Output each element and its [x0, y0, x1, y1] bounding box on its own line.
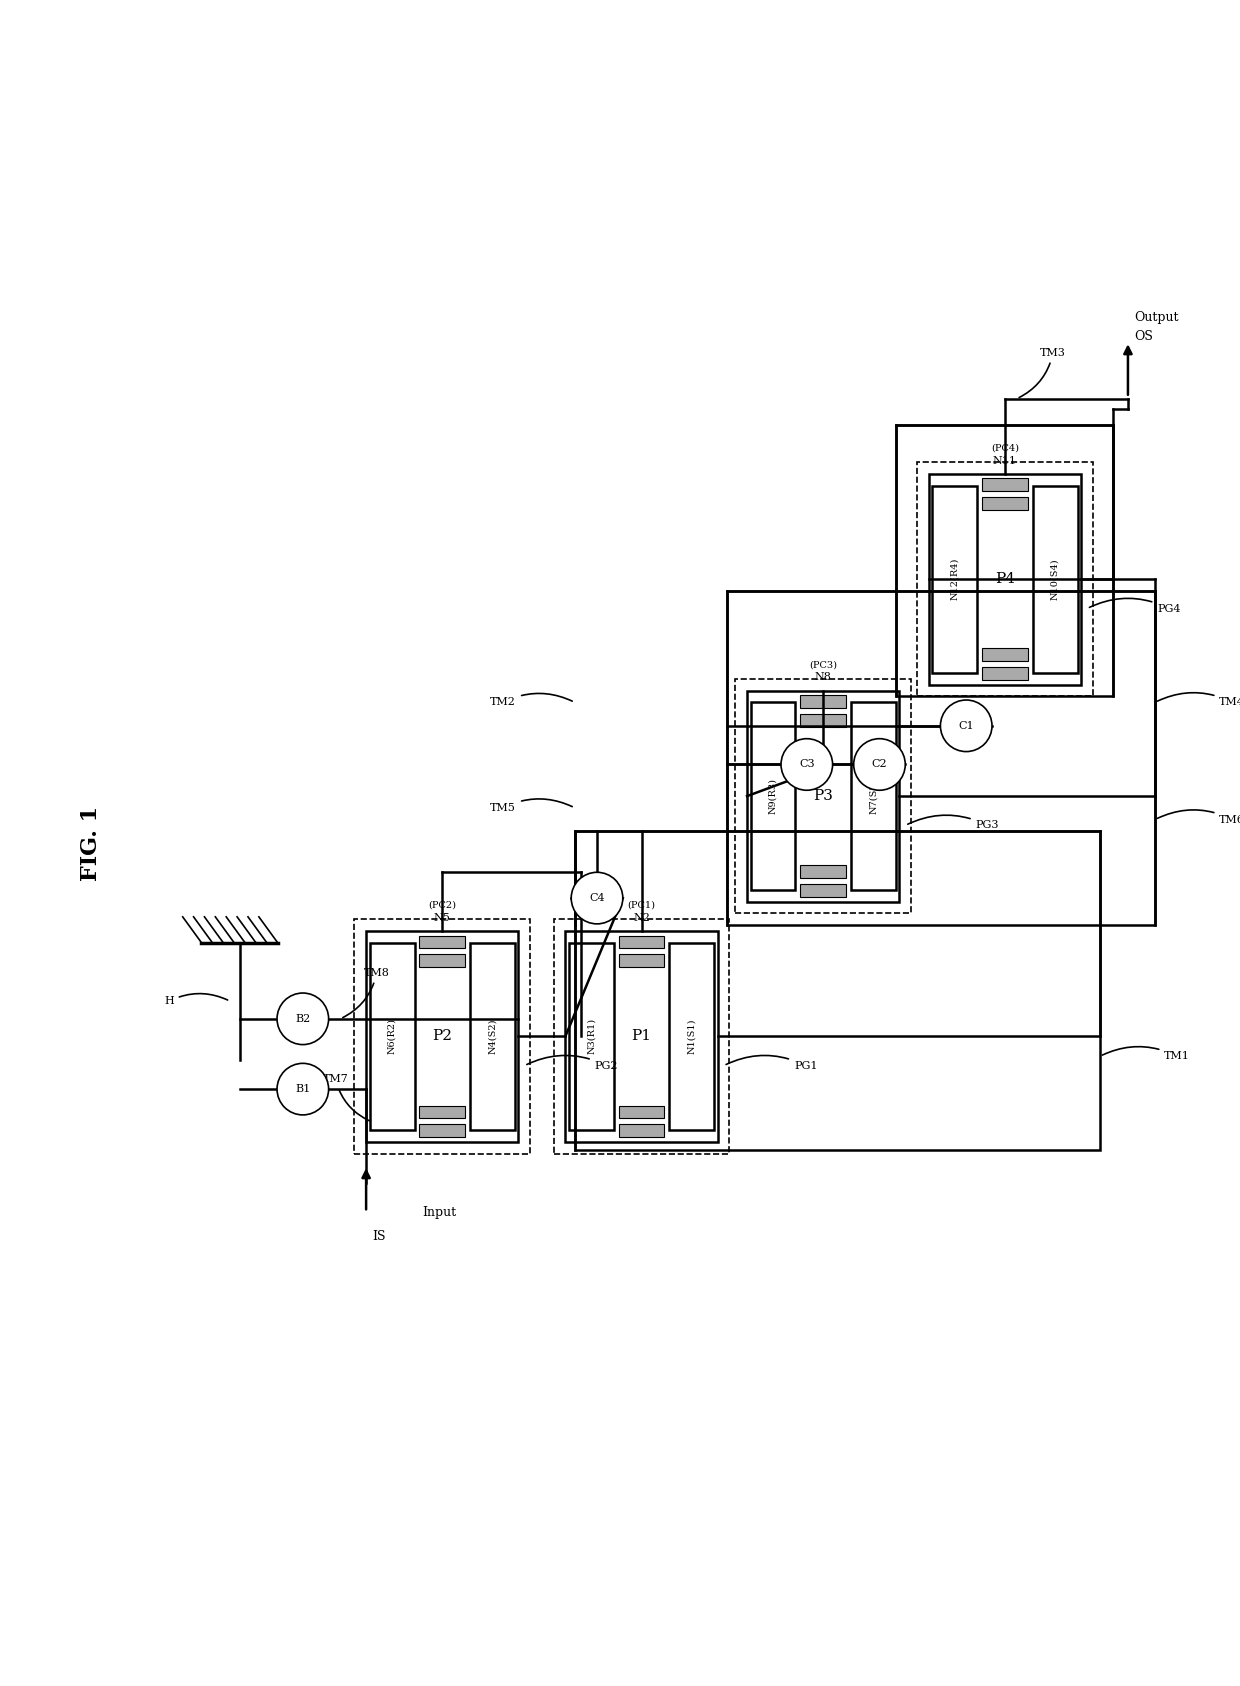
Bar	[982, 668, 1028, 679]
Text: PG3: PG3	[908, 814, 999, 831]
Text: H: H	[164, 993, 228, 1007]
Text: C2: C2	[872, 759, 888, 769]
Text: TM2: TM2	[490, 693, 572, 708]
Text: N10(S4): N10(S4)	[1050, 558, 1059, 600]
Text: C3: C3	[799, 759, 815, 769]
Text: C1: C1	[959, 722, 973, 730]
Text: IS: IS	[372, 1229, 386, 1243]
Text: PG4: PG4	[1090, 599, 1180, 614]
Text: (PC2): (PC2)	[428, 900, 456, 910]
Text: N7(S3): N7(S3)	[869, 779, 878, 814]
Bar	[1033, 486, 1078, 673]
Text: TM1: TM1	[1102, 1047, 1190, 1060]
Text: B1: B1	[295, 1084, 310, 1094]
Text: Output: Output	[1133, 312, 1178, 324]
Bar	[800, 865, 846, 878]
Bar	[565, 931, 718, 1141]
Text: N2: N2	[634, 912, 650, 922]
Text: TM8: TM8	[342, 968, 389, 1018]
Circle shape	[853, 738, 905, 791]
Circle shape	[781, 738, 832, 791]
Text: N8: N8	[815, 673, 832, 683]
Text: PG2: PG2	[527, 1055, 619, 1071]
Bar	[929, 474, 1081, 685]
Text: (PC4): (PC4)	[991, 443, 1019, 454]
Bar	[670, 942, 714, 1130]
Bar	[419, 936, 465, 949]
Circle shape	[277, 1064, 329, 1114]
Bar	[727, 592, 1154, 926]
Text: TM6: TM6	[1157, 809, 1240, 824]
Bar	[619, 1106, 665, 1118]
Bar	[746, 691, 899, 902]
Bar	[851, 703, 895, 890]
Bar	[553, 919, 729, 1153]
Bar	[370, 942, 414, 1130]
Bar	[419, 1125, 465, 1136]
Bar	[932, 486, 977, 673]
Text: N11: N11	[993, 455, 1017, 465]
Bar	[982, 479, 1028, 491]
Bar	[569, 942, 614, 1130]
Text: FIG. 1: FIG. 1	[79, 806, 102, 880]
Bar	[355, 919, 531, 1153]
Bar	[800, 883, 846, 897]
Text: P1: P1	[631, 1030, 651, 1044]
Text: N6(R2): N6(R2)	[388, 1018, 397, 1054]
Bar	[800, 695, 846, 708]
Bar	[895, 425, 1112, 696]
Bar	[916, 462, 1092, 696]
Bar	[735, 679, 911, 914]
Text: N5: N5	[434, 912, 450, 922]
Text: TM3: TM3	[1019, 347, 1066, 398]
Text: TM7: TM7	[322, 1074, 370, 1121]
Bar	[982, 649, 1028, 661]
Bar	[619, 1125, 665, 1136]
Text: OS: OS	[1133, 330, 1153, 344]
Text: P4: P4	[994, 572, 1014, 587]
Bar	[419, 954, 465, 968]
Bar	[366, 931, 518, 1141]
Bar	[800, 715, 846, 727]
Bar	[470, 942, 515, 1130]
Text: N4(S2): N4(S2)	[489, 1018, 497, 1054]
Text: TM5: TM5	[490, 799, 572, 813]
Text: N12(R4): N12(R4)	[950, 558, 960, 600]
Text: (PC3): (PC3)	[810, 661, 837, 669]
Text: P3: P3	[813, 789, 833, 803]
Text: PG1: PG1	[727, 1055, 817, 1071]
Bar	[574, 831, 1100, 1150]
Text: N9(R3): N9(R3)	[769, 779, 777, 814]
Text: TM4: TM4	[1157, 693, 1240, 708]
Text: C4: C4	[589, 894, 605, 904]
Bar	[619, 936, 665, 949]
Text: N1(S1): N1(S1)	[687, 1018, 696, 1054]
Text: (PC1): (PC1)	[627, 900, 656, 910]
Text: P2: P2	[433, 1030, 453, 1044]
Circle shape	[572, 872, 622, 924]
Circle shape	[940, 700, 992, 752]
Bar	[750, 703, 796, 890]
Circle shape	[277, 993, 329, 1045]
Bar	[982, 497, 1028, 511]
Bar	[619, 954, 665, 968]
Text: Input: Input	[423, 1205, 456, 1219]
Bar	[419, 1106, 465, 1118]
Text: B2: B2	[295, 1013, 310, 1023]
Text: N3(R1): N3(R1)	[587, 1018, 596, 1054]
